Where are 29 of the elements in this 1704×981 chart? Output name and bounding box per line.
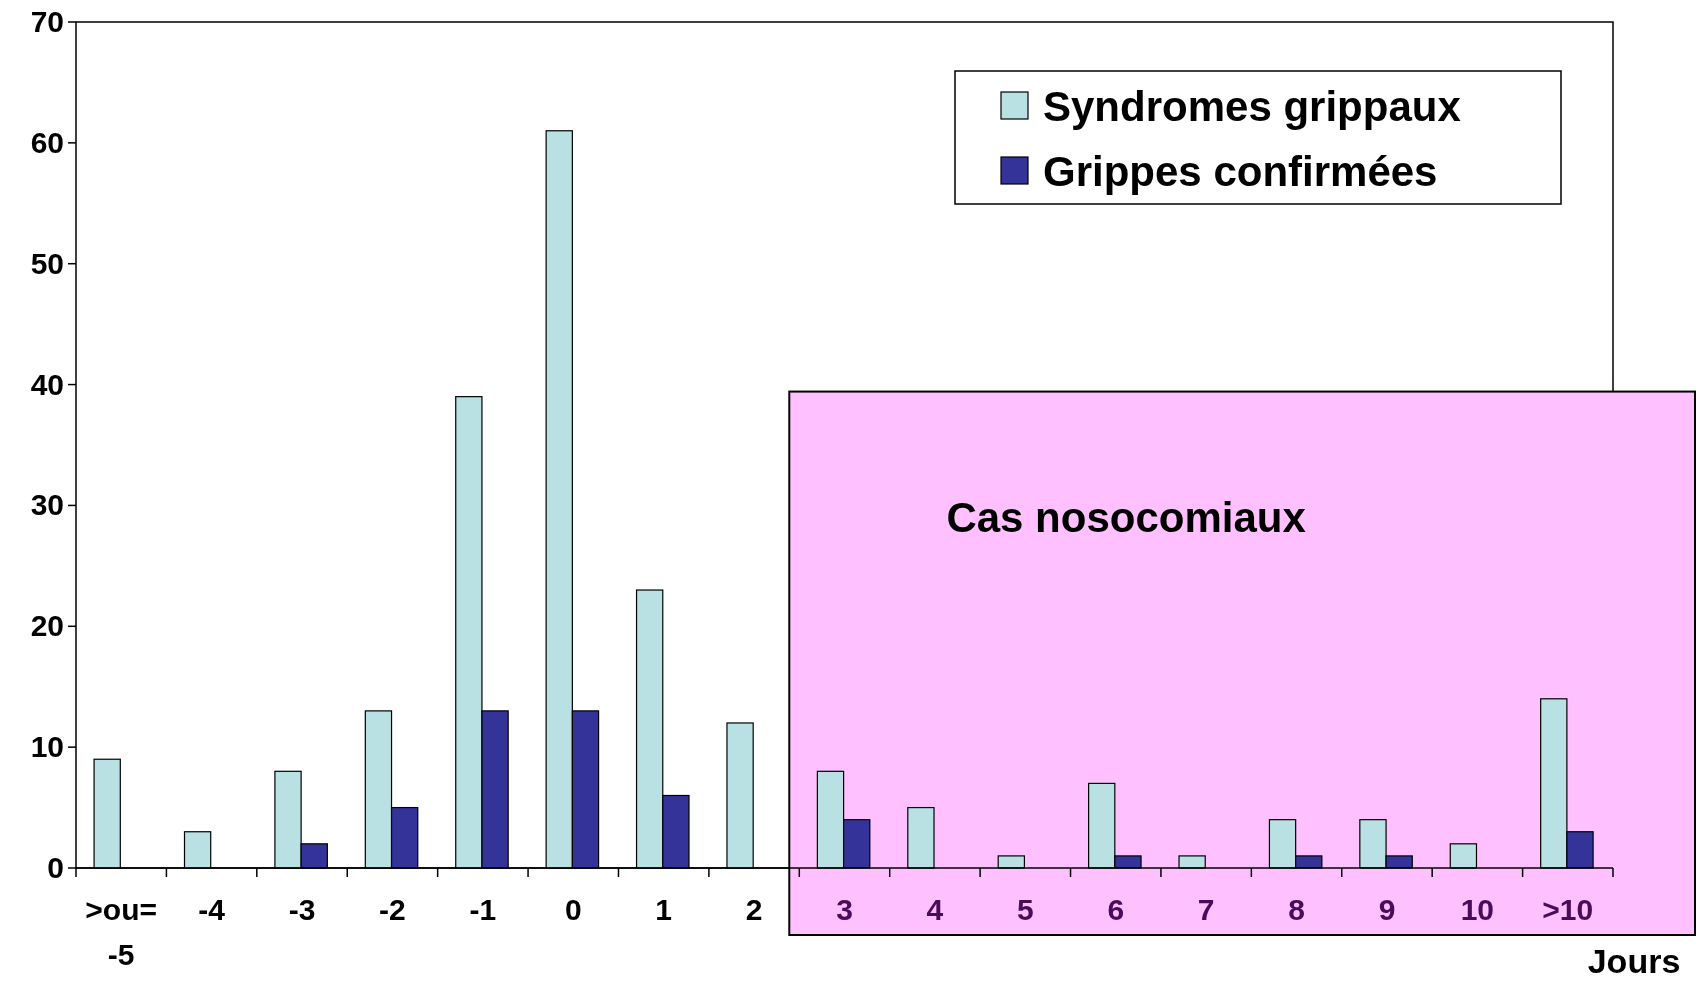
legend-label: Syndromes grippaux <box>1043 83 1462 130</box>
x-tick-label: 6 <box>1107 893 1125 926</box>
band-label: Cas nosocomiaux <box>946 493 1307 541</box>
x-tick-label: -2 <box>379 893 406 926</box>
x-tick-label: >10 <box>1542 893 1594 926</box>
y-tick-label: 40 <box>30 367 64 401</box>
y-tick-label: 20 <box>30 609 64 643</box>
x-tick-label: 5 <box>1016 893 1034 926</box>
x-tick-label: 9 <box>1378 893 1396 926</box>
x-tick-label: 1 <box>655 893 673 926</box>
x-tick-label: 10 <box>1460 893 1495 926</box>
x-tick-label: -3 <box>288 893 316 926</box>
x-tick-label: 4 <box>926 893 944 926</box>
legend-label: Grippes confirmées <box>1043 148 1438 195</box>
x-tick-label: -1 <box>469 893 497 926</box>
y-tick-label: 30 <box>30 488 64 522</box>
y-tick-label: 60 <box>30 125 64 159</box>
y-tick-label: 70 <box>30 5 64 38</box>
x-tick-label: 2 <box>745 893 763 926</box>
y-tick-label: 50 <box>30 246 64 280</box>
y-tick-label: 10 <box>30 730 64 764</box>
x-axis-title: Jours <box>1587 942 1681 980</box>
y-tick-label: 0 <box>47 851 64 884</box>
x-tick-label: 8 <box>1288 893 1305 926</box>
x-tick-label: 3 <box>836 893 853 926</box>
x-tick-label: 7 <box>1197 893 1215 926</box>
x-tick-label: 0 <box>564 893 582 926</box>
x-tick-label: -4 <box>198 893 226 926</box>
x-tick-label: >ou= -5 <box>85 893 158 971</box>
